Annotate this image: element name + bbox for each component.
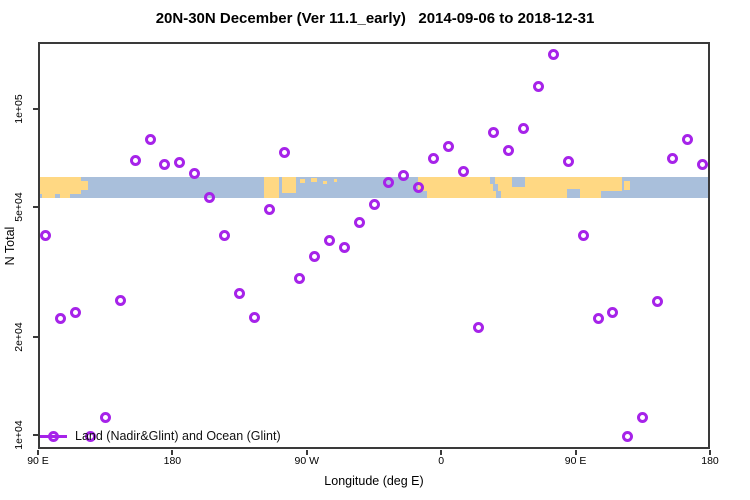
data-point [398,170,410,182]
data-point [368,199,380,211]
x-tick-mark [440,450,443,455]
data-point [652,296,664,308]
land-area [624,181,630,190]
data-point [413,182,425,194]
data-point [308,250,320,262]
ocean-area [601,191,622,198]
data-point [383,177,395,189]
land-area [311,178,317,182]
x-axis-title: Longitude (deg E) [324,474,424,488]
data-point [562,156,574,168]
y-tick-mark [33,206,38,209]
y-tick-label: 1e+04 [13,420,25,450]
x-tick-label: 180 [701,455,719,467]
data-point [39,230,51,242]
x-tick-label: 180 [163,455,182,467]
x-tick-label: 90 E [564,455,587,467]
ocean-area [490,177,495,184]
land-area [300,179,305,183]
ocean-area [567,189,580,198]
data-point [278,147,290,159]
data-point [69,307,81,319]
data-point [637,412,649,424]
y-tick-mark [33,108,38,110]
data-point [592,313,604,325]
y-tick-mark [33,335,38,338]
data-point [234,288,246,300]
data-point [353,217,365,229]
land-area [323,181,327,184]
plot-area: Land (Nadir&Glint) and Ocean (Glint) [38,42,710,449]
data-point [338,241,350,253]
y-tick-label: 5e+04 [13,192,25,222]
data-point [189,167,201,179]
data-point [667,152,679,164]
data-point [502,144,514,156]
data-point [473,321,485,333]
data-point [443,140,455,152]
ocean-area [496,191,501,198]
land-area [282,177,296,193]
land-area [60,194,70,198]
data-point [547,48,559,60]
data-point [458,166,470,178]
data-point [697,158,709,170]
data-point [129,155,141,167]
data-point [622,430,634,442]
land-area [38,177,81,194]
data-points-layer [38,42,710,449]
x-tick-label: 90 E [27,455,49,467]
data-point [293,273,305,285]
data-point [249,311,261,323]
ocean-area [493,184,498,191]
y-tick-label: 1e+05 [13,94,25,124]
x-tick-mark [574,450,577,455]
data-point [84,430,96,442]
x-tick-mark [709,450,711,455]
data-point [144,133,156,145]
y-tick-label: 2e+04 [13,322,25,352]
data-point [159,158,171,170]
data-point [577,230,589,242]
data-point [54,313,66,325]
data-point [114,295,126,307]
x-tick-mark [171,450,174,455]
x-tick-mark [305,450,308,455]
data-point [99,412,111,424]
data-point [607,307,619,319]
data-point [487,126,499,138]
data-point [532,81,544,93]
data-point [323,234,335,246]
data-point [204,191,216,203]
data-point [263,203,275,215]
data-point [517,122,529,134]
x-tick-label: 90 W [294,455,320,467]
data-point [682,133,694,145]
land-area [264,177,279,198]
land-area [81,181,88,190]
data-point [219,230,231,242]
y-axis-title: N Total [3,226,17,266]
chart-title: 20N-30N December (Ver 11.1_early) 2014-0… [155,10,595,27]
ocean-area [418,191,427,198]
land-area [334,179,337,182]
y-tick-mark [33,434,38,436]
x-tick-label: 0 [438,455,445,467]
data-point [428,153,440,165]
ocean-area [512,177,525,187]
x-tick-mark [37,450,39,455]
land-area [42,194,55,198]
data-point [174,157,186,169]
